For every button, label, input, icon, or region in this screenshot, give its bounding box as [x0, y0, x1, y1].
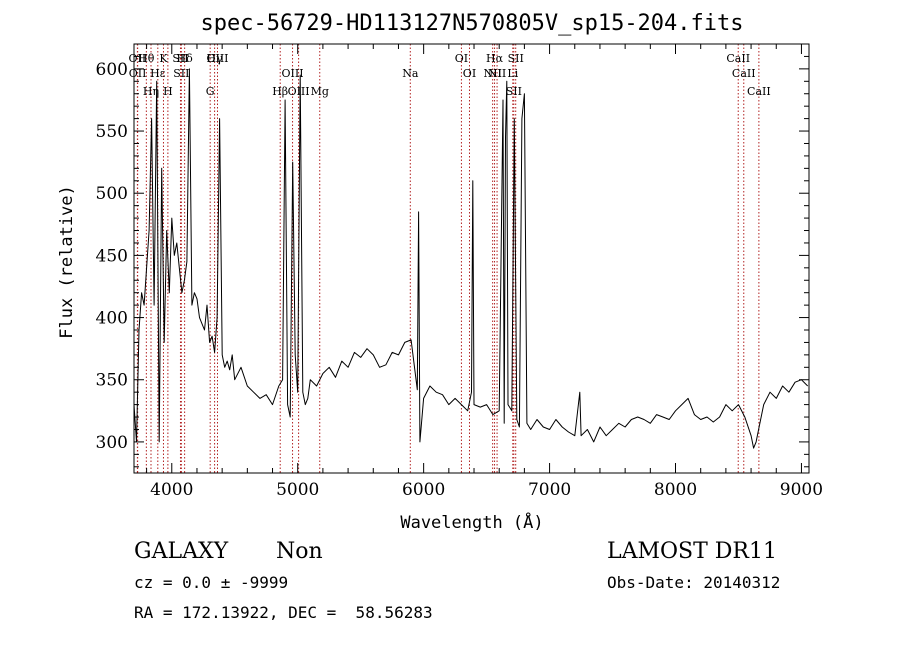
y-tick-label-600: 600 — [96, 60, 128, 80]
line-label-27: CaII — [732, 67, 756, 80]
coordinates-radec: RA = 172.13922, DEC = 58.56283 — [134, 603, 433, 622]
series-line-0 — [133, 68, 809, 449]
line-label-7: SII — [172, 52, 188, 65]
line-label-15: Hβ — [272, 85, 288, 98]
line-label-1: OII — [129, 52, 147, 65]
line-label-14: OIII — [288, 85, 310, 98]
y-tick-label-500: 500 — [96, 184, 128, 204]
line-label-12: G — [206, 85, 215, 98]
line-label-22: NII — [488, 67, 506, 80]
line-label-0: Hθ — [138, 52, 155, 65]
line-label-3: Hη — [143, 85, 159, 98]
line-label-20: Hα — [486, 52, 504, 65]
line-label-18: OI — [455, 52, 468, 65]
plot-frame — [133, 43, 810, 474]
y-tick-label-300: 300 — [96, 433, 128, 453]
x-tick-label-7000: 7000 — [528, 480, 571, 500]
y-tick-label-450: 450 — [96, 246, 128, 266]
line-label-9: SII — [173, 67, 189, 80]
y-axis-label: Flux (relative) — [57, 185, 77, 339]
x-axis-label: Wavelength (Å) — [400, 511, 543, 533]
x-tick-label-5000: 5000 — [276, 480, 319, 500]
line-label-8: Hδ — [177, 52, 194, 65]
y-tick-label-350: 350 — [96, 371, 128, 391]
line-label-26: CaII — [726, 52, 750, 65]
y-tick-label-550: 550 — [96, 122, 128, 142]
line-label-16: Mg — [311, 85, 329, 98]
chart-title: spec-56729-HD113127N570805V_sp15-204.fit… — [200, 11, 743, 36]
line-label-17: Na — [402, 67, 419, 80]
observation-date: Obs-Date: 20140312 — [607, 573, 781, 592]
redshift-cz: cz = 0.0 ± -9999 — [134, 573, 289, 592]
x-tick-label-6000: 6000 — [402, 480, 445, 500]
line-label-4: Hε — [150, 67, 166, 80]
line-label-28: CaII — [747, 85, 771, 98]
x-tick-label-4000: 4000 — [150, 480, 193, 500]
line-label-24: Li — [507, 67, 518, 80]
x-tick-label-9000: 9000 — [780, 480, 823, 500]
survey-name: LAMOST DR11 — [607, 539, 777, 564]
line-label-21: NII — [483, 67, 501, 80]
axes — [133, 43, 810, 474]
line-label-11: Hγ — [207, 52, 224, 65]
line-label-10: OIII — [206, 52, 228, 65]
object-class: GALAXY — [134, 539, 229, 564]
object-subclass: Non — [276, 539, 323, 564]
line-label-13: OIII — [282, 67, 304, 80]
spectral-line-markers — [136, 44, 760, 473]
line-label-2: OII — [129, 67, 147, 80]
line-label-23: SII — [506, 85, 522, 98]
x-tick-label-8000: 8000 — [654, 480, 697, 500]
tick-labels: 4000 5000 6000 7000 8000 9000 300 350 400 450 500 5… — [96, 60, 824, 500]
line-label-19: OI — [463, 67, 476, 80]
line-label-25: SII — [508, 52, 524, 65]
line-label-6: H — [163, 85, 173, 98]
spectrum-series — [133, 68, 809, 449]
y-tick-label-400: 400 — [96, 309, 128, 329]
line-label-5: K — [159, 52, 168, 65]
